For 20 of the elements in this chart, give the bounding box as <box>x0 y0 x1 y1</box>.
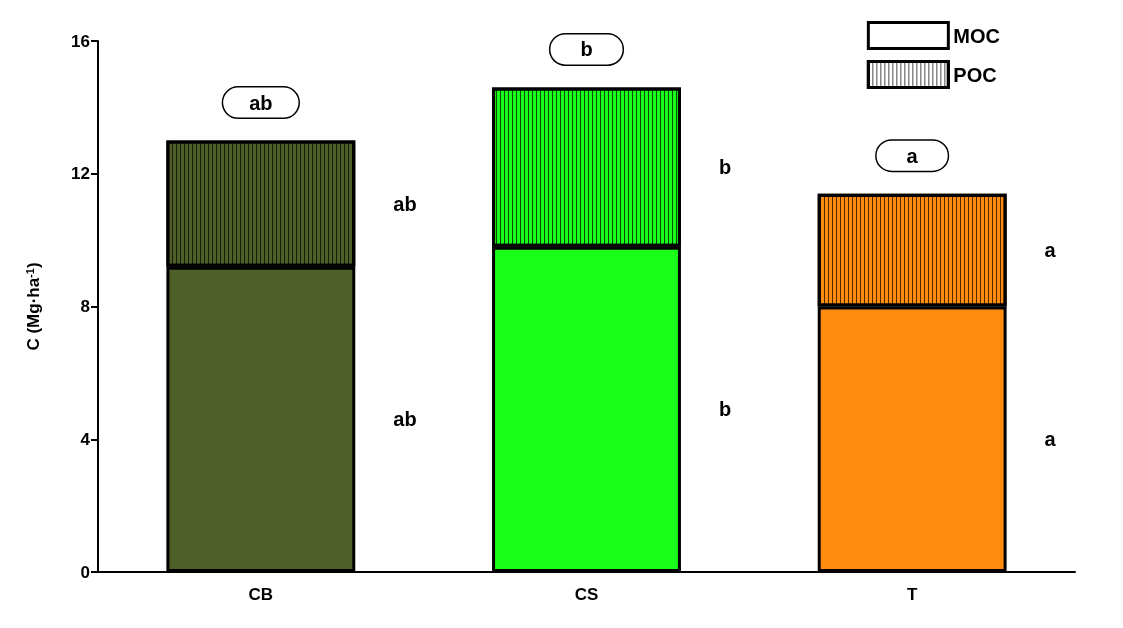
annotation: b <box>580 38 593 61</box>
annotation: a <box>1044 239 1057 262</box>
y-tick-label: 4 <box>80 429 91 449</box>
y-axis-title: C (Mg·ha-1) <box>23 262 43 351</box>
legend-label: MOC <box>953 24 1001 47</box>
y-tick-label: 16 <box>71 31 90 51</box>
y-tick-label: 8 <box>80 297 90 316</box>
annotation: b <box>718 398 732 421</box>
y-tick-label: 0 <box>80 562 90 582</box>
x-tick-label: T <box>906 585 918 604</box>
annotation: a <box>906 144 919 167</box>
annotation: a <box>1044 428 1057 451</box>
legend-label: POC <box>953 63 997 86</box>
annotation: ab <box>393 408 417 431</box>
annotation: ab <box>249 91 273 114</box>
annotation: ab <box>393 192 417 215</box>
annotation: b <box>718 156 732 179</box>
y-tick-label: 12 <box>71 164 90 184</box>
x-tick-label: CB <box>248 585 274 604</box>
x-tick-label: CS <box>574 585 599 604</box>
